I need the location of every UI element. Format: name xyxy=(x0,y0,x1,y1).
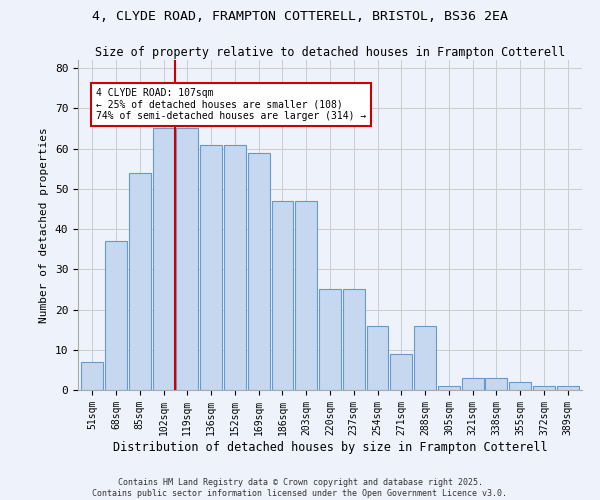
Bar xyxy=(533,386,555,390)
Bar xyxy=(176,128,198,390)
Bar xyxy=(224,144,246,390)
Bar xyxy=(438,386,460,390)
Bar xyxy=(343,290,365,390)
Bar xyxy=(295,201,317,390)
Bar xyxy=(272,201,293,390)
Bar xyxy=(200,144,222,390)
Bar xyxy=(367,326,388,390)
Bar xyxy=(319,290,341,390)
Bar xyxy=(485,378,508,390)
Text: 4, CLYDE ROAD, FRAMPTON COTTERELL, BRISTOL, BS36 2EA: 4, CLYDE ROAD, FRAMPTON COTTERELL, BRIST… xyxy=(92,10,508,23)
Bar xyxy=(414,326,436,390)
X-axis label: Distribution of detached houses by size in Frampton Cotterell: Distribution of detached houses by size … xyxy=(113,440,547,454)
Bar xyxy=(152,128,175,390)
Bar xyxy=(509,382,531,390)
Y-axis label: Number of detached properties: Number of detached properties xyxy=(39,127,49,323)
Bar xyxy=(557,386,578,390)
Bar xyxy=(248,152,269,390)
Bar xyxy=(391,354,412,390)
Bar xyxy=(129,172,151,390)
Text: 4 CLYDE ROAD: 107sqm
← 25% of detached houses are smaller (108)
74% of semi-deta: 4 CLYDE ROAD: 107sqm ← 25% of detached h… xyxy=(96,88,366,122)
Bar xyxy=(462,378,484,390)
Bar xyxy=(105,241,127,390)
Text: Contains HM Land Registry data © Crown copyright and database right 2025.
Contai: Contains HM Land Registry data © Crown c… xyxy=(92,478,508,498)
Title: Size of property relative to detached houses in Frampton Cotterell: Size of property relative to detached ho… xyxy=(95,46,565,59)
Bar xyxy=(82,362,103,390)
